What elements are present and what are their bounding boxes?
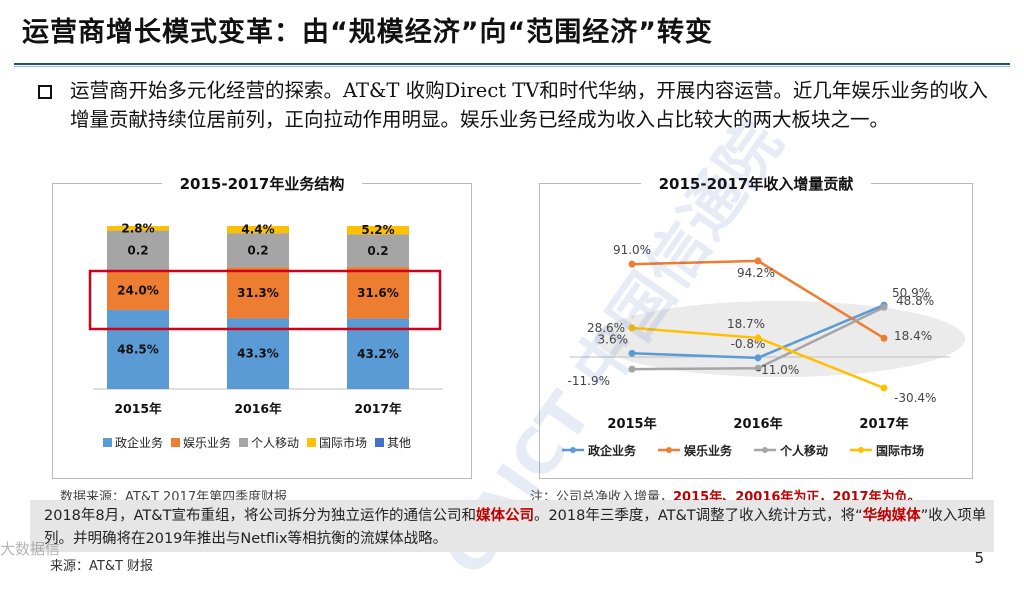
legend-marker — [570, 447, 576, 453]
point-value-label: 91.0% — [613, 243, 651, 257]
business-structure-panel: 2015-2017年业务结构 48.5% 24.0% 0.2 2.8% 2015年 43.… — [52, 173, 472, 479]
point-value-label: -30.4% — [894, 391, 936, 405]
bar-segment-0 — [347, 318, 409, 389]
bar-value-label: 31.6% — [357, 286, 399, 300]
point-value-label: 94.2% — [737, 266, 775, 280]
legend-label: 娱乐业务 — [684, 443, 733, 458]
legend-marker — [858, 447, 864, 453]
bar-value-label: 43.2% — [357, 347, 399, 361]
square-bullet-icon — [38, 85, 52, 99]
bar-value-label: 4.4% — [241, 223, 274, 237]
bar-value-label: 0.2 — [247, 243, 268, 257]
bar-segment-2 — [347, 234, 409, 268]
shadow-ellipse — [595, 301, 965, 377]
point-value-label: 18.7% — [727, 317, 765, 331]
summary-highlight-warner: 华纳媒体 — [862, 508, 921, 524]
bar-segment-1 — [227, 267, 289, 319]
point-value-label: 18.4% — [894, 329, 932, 343]
series-point — [628, 349, 636, 357]
point-value-label: 48.8% — [896, 294, 934, 308]
legend-label: 国际市场 — [876, 443, 924, 458]
series-point — [628, 365, 636, 373]
left-chart-title: 2015-2017年业务结构 — [162, 173, 362, 194]
summary-part-3: ”收入项单列。并明确将在2019年推出与Netflix等相抗衡的流媒体战略。 — [44, 508, 987, 547]
bar-value-label: 43.3% — [237, 347, 279, 361]
legend-label: 个人移动 — [779, 443, 828, 458]
stacked-bar-chart: 48.5% 24.0% 0.2 2.8% 2015年 43.3% 31.3% 0.2 4.4% 2… — [88, 221, 443, 450]
bar-value-label: 0.2 — [127, 244, 148, 258]
line-chart: 3.6% -0.8%50.9%91.0%94.2%18.4%-11.9%-11.0… — [562, 243, 965, 458]
point-value-label: 50.9% — [892, 286, 930, 300]
x-tick-label: 2015年 — [607, 416, 656, 432]
legend-marker — [762, 447, 768, 453]
bar-value-label: 0.2 — [367, 244, 388, 258]
x-tick-label: 2016年 — [234, 401, 282, 416]
bar-segment-0 — [107, 309, 169, 389]
legend-swatch — [239, 438, 248, 447]
corner-watermark: 大数据信 — [0, 540, 61, 558]
legend-swatch — [307, 438, 316, 447]
legend-label: 其他 — [387, 436, 411, 450]
right-chart-title: 2015-2017年收入增量贡献 — [641, 173, 871, 194]
series-point — [628, 324, 636, 332]
series-point — [754, 334, 762, 342]
bar-value-label: 5.2% — [361, 223, 394, 237]
series-point — [754, 354, 762, 362]
legend-swatch — [375, 438, 384, 447]
legend-swatch — [171, 438, 180, 447]
summary-part-1: 2018年8月，AT&T宣布重组，将公司拆分为独立运作的通信公司和 — [44, 508, 476, 524]
legend-label: 娱乐业务 — [183, 435, 231, 450]
title-rule — [14, 63, 1010, 65]
series-point — [754, 364, 762, 372]
bar-segment-3 — [227, 226, 289, 234]
legend-marker — [666, 447, 672, 453]
slide-title: 运营商增长模式变革：由“规模经济”向“范围经济”转变 — [22, 17, 713, 48]
bar-segment-2 — [227, 233, 289, 268]
point-value-label: 3.6% — [598, 332, 629, 346]
summary-part-2: 。2018年三季度，AT&T调整了收入统计方式，将“ — [533, 508, 863, 524]
x-tick-label: 2017年 — [354, 401, 402, 416]
bar-segment-1 — [107, 270, 169, 310]
revenue-contribution-panel: 2015-2017年收入增量贡献 3.6% -0.8% 50.9% 91.0% 94.2… — [539, 173, 973, 479]
point-value-label: 28.6% — [587, 321, 625, 335]
intro-paragraph: 运营商开始多元化经营的探索。AT&T 收购Direct TV和时代华纳，开展内容… — [70, 79, 988, 131]
series-point — [880, 334, 888, 342]
legend-label: 政企业务 — [115, 435, 163, 450]
bar-value-label: 48.5% — [117, 342, 159, 356]
bar-value-label: 2.8% — [121, 221, 154, 235]
bar-segment-1 — [347, 267, 409, 319]
highlight-box — [88, 269, 442, 331]
bar-segment-2 — [107, 230, 169, 271]
bar-value-label: 24.0% — [117, 283, 159, 297]
source-note: 来源：AT&T 财报 — [50, 559, 154, 574]
x-tick-label: 2015年 — [114, 401, 162, 416]
x-tick-label: 2017年 — [859, 416, 908, 432]
legend-label: 国际市场 — [319, 435, 367, 450]
series-point — [880, 384, 888, 392]
legend-label: 政企业务 — [588, 443, 637, 458]
series-point — [628, 260, 636, 268]
series-point — [754, 257, 762, 265]
title-rule-thin — [14, 66, 1010, 67]
bar-segment-3 — [107, 226, 169, 231]
x-tick-label: 2016年 — [733, 416, 782, 432]
series-point — [880, 303, 888, 311]
bar-segment-3 — [347, 226, 409, 235]
legend-label: 个人移动 — [251, 436, 299, 450]
bar-value-label: 31.3% — [237, 286, 279, 300]
point-value-label: -11.0% — [757, 363, 799, 377]
summary-box — [30, 500, 994, 552]
summary-highlight-media: 媒体公司 — [475, 508, 534, 524]
legend-swatch — [103, 438, 112, 447]
point-value-label: -11.9% — [568, 374, 610, 388]
summary-text: 2018年8月，AT&T宣布重组，将公司拆分为独立运作的通信公司和媒体公司。20… — [44, 505, 994, 551]
page-number: 5 — [974, 549, 984, 567]
